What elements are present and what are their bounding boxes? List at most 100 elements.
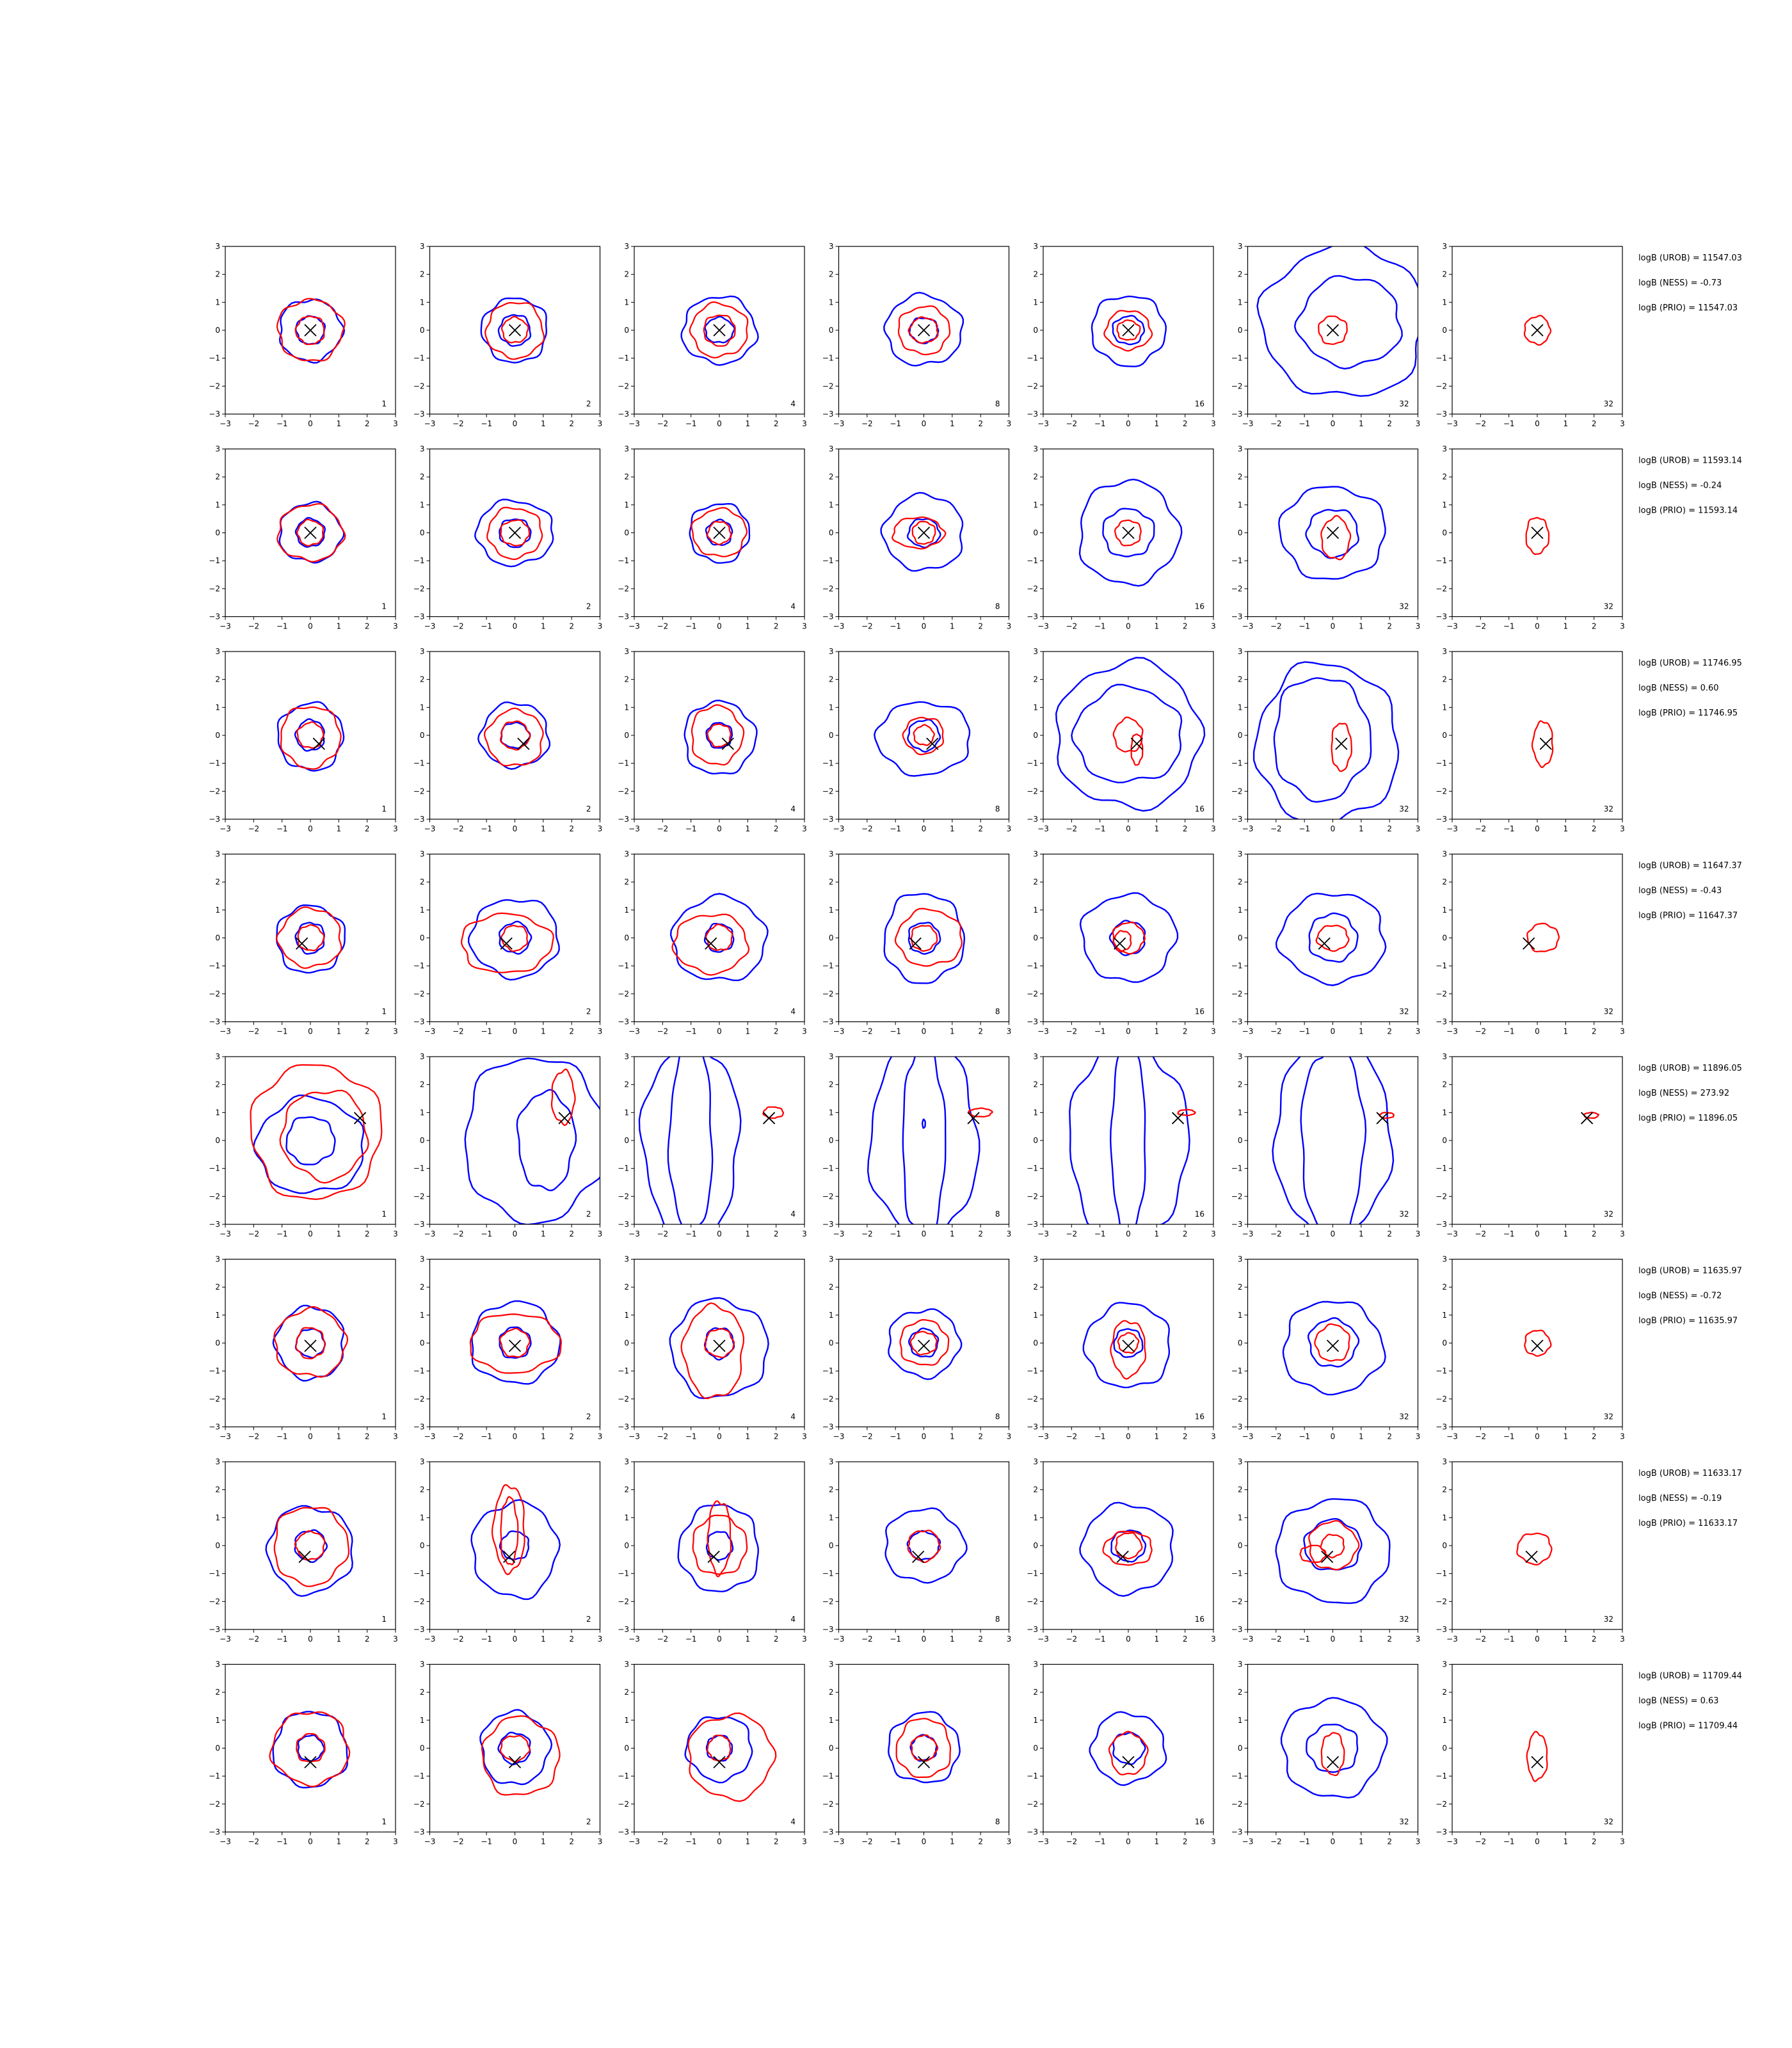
x-tick-label: 2 [365, 1229, 370, 1238]
red-contour [1523, 314, 1552, 346]
logb-stat: logB (UROB) = 11635.97 [1638, 1267, 1742, 1276]
x-tick-label: 2 [365, 419, 370, 428]
y-tick-label: −3 [209, 612, 220, 621]
subplot-r7-c5: −3−3 −2 −2 −1 −1 0 0 1 1 2 2 3 3 16 [1027, 1457, 1216, 1644]
x-tick-label: −1 [1299, 824, 1310, 833]
x-tick-label: 3 [1416, 824, 1421, 833]
plot-frame [838, 1056, 1010, 1225]
x-tick-label: −3 [1242, 1837, 1254, 1846]
y-tick-label: 3 [1033, 445, 1038, 454]
y-tick-label: 2 [1033, 1485, 1038, 1494]
x-tick-label: 0 [1126, 1027, 1131, 1036]
y-tick-label: −1 [413, 556, 425, 565]
y-tick-label: −3 [209, 1220, 220, 1229]
x-tick-label: −3 [220, 1027, 231, 1036]
red-contour [1526, 922, 1560, 953]
red-contour [483, 707, 544, 767]
y-tick-label: −1 [1436, 759, 1447, 768]
red-contour [1110, 1320, 1147, 1380]
y-tick-label: −1 [1231, 1772, 1243, 1780]
x-tick-label: 2 [1183, 419, 1188, 428]
x-tick-label: 0 [1126, 419, 1131, 428]
x-tick-label: 2 [978, 1027, 983, 1036]
logb-stat: logB (PRIO) = 11647.37 [1638, 911, 1738, 921]
logb-stat: logB (NESS) = -0.24 [1638, 481, 1722, 491]
blue-contour [477, 701, 551, 770]
x-tick-label: −1 [685, 1635, 697, 1644]
x-tick-label: −3 [424, 1837, 436, 1846]
x-tick-label: 1 [1155, 1635, 1160, 1644]
contour-area [867, 1057, 993, 1224]
plot-frame [1043, 1258, 1214, 1428]
x-tick-label: 0 [308, 419, 313, 428]
x-tick-label: 3 [1007, 824, 1012, 833]
x-tick-label: 3 [1620, 1229, 1625, 1238]
y-tick-label: 3 [624, 647, 629, 656]
true-value-marker [312, 737, 325, 750]
y-tick-label: 1 [215, 1513, 220, 1522]
y-tick-label: −2 [1231, 1800, 1243, 1809]
x-tick-label: −2 [1066, 419, 1077, 428]
y-tick-label: 2 [1238, 1080, 1243, 1089]
x-tick-label: 2 [569, 419, 574, 428]
y-tick-label: 3 [1238, 1660, 1243, 1669]
y-tick-label: −2 [822, 1192, 834, 1201]
true-value-marker [1531, 526, 1544, 540]
logb-stat: logB (NESS) = -0.19 [1638, 1494, 1722, 1503]
blue-contour [471, 1300, 561, 1385]
blue-contour [684, 700, 758, 775]
blue-contour [1079, 892, 1179, 983]
y-tick-label: 0 [1238, 1136, 1243, 1145]
y-tick-label: 2 [1033, 675, 1038, 684]
blue-contour [908, 1327, 940, 1358]
x-tick-label: 1 [1359, 1229, 1364, 1238]
y-tick-label: −3 [1027, 1625, 1038, 1634]
x-tick-label: −1 [1094, 1027, 1106, 1036]
y-tick-label: −1 [618, 1366, 629, 1375]
x-tick-label: 2 [1183, 1635, 1188, 1644]
red-contour [1102, 1530, 1153, 1566]
subplot-r2-c1: −3−3 −2 −2 −1 −1 0 0 1 1 2 2 3 3 1 [209, 445, 398, 631]
blue-contour [294, 922, 325, 955]
y-tick-label: 2 [420, 1080, 425, 1089]
y-tick-label: 0 [215, 326, 220, 335]
x-tick-label: 0 [717, 1432, 722, 1441]
x-tick-label: 2 [774, 1229, 779, 1238]
plot-frame [1247, 1056, 1419, 1225]
red-contour [1525, 516, 1550, 555]
y-tick-label: −3 [618, 1423, 629, 1432]
x-tick-label: −1 [890, 1027, 901, 1036]
y-tick-label: 1 [1033, 1311, 1038, 1320]
y-tick-label: 2 [215, 1688, 220, 1697]
y-tick-label: 3 [215, 445, 220, 454]
true-value-marker [298, 1550, 311, 1564]
y-tick-label: 3 [624, 1052, 629, 1061]
x-tick-label: 0 [1331, 824, 1336, 833]
y-tick-label: 1 [420, 906, 425, 915]
y-tick-label: 1 [1033, 1716, 1038, 1725]
x-tick-label: −3 [1037, 1432, 1049, 1441]
x-tick-label: 0 [1535, 1432, 1540, 1441]
y-tick-label: −1 [413, 1569, 425, 1578]
y-tick-label: 1 [420, 298, 425, 307]
plot-frame [1452, 1258, 1623, 1428]
plot-frame [429, 1258, 601, 1428]
red-contour [491, 1484, 525, 1576]
x-tick-label: −2 [657, 622, 668, 631]
x-tick-label: −3 [424, 1635, 436, 1644]
x-tick-label: −3 [1446, 1432, 1458, 1441]
plot-frame [838, 853, 1010, 1023]
subplot-corner-label: 4 [790, 804, 796, 813]
x-tick-label: 2 [569, 1229, 574, 1238]
contour-area [250, 1064, 383, 1201]
x-tick-label: 1 [1359, 1837, 1364, 1846]
x-tick-label: 3 [598, 1229, 603, 1238]
y-tick-label: 1 [215, 1311, 220, 1320]
subplot-r1-c6: −3−3 −2 −2 −1 −1 0 0 1 1 2 2 3 3 32 [1231, 242, 1421, 428]
x-tick-label: 0 [1331, 622, 1336, 631]
y-tick-label: −3 [209, 1423, 220, 1432]
contour-area [1275, 1498, 1391, 1604]
x-tick-label: 3 [1211, 1027, 1216, 1036]
y-tick-label: −3 [209, 1018, 220, 1027]
y-tick-label: 0 [1238, 731, 1243, 740]
